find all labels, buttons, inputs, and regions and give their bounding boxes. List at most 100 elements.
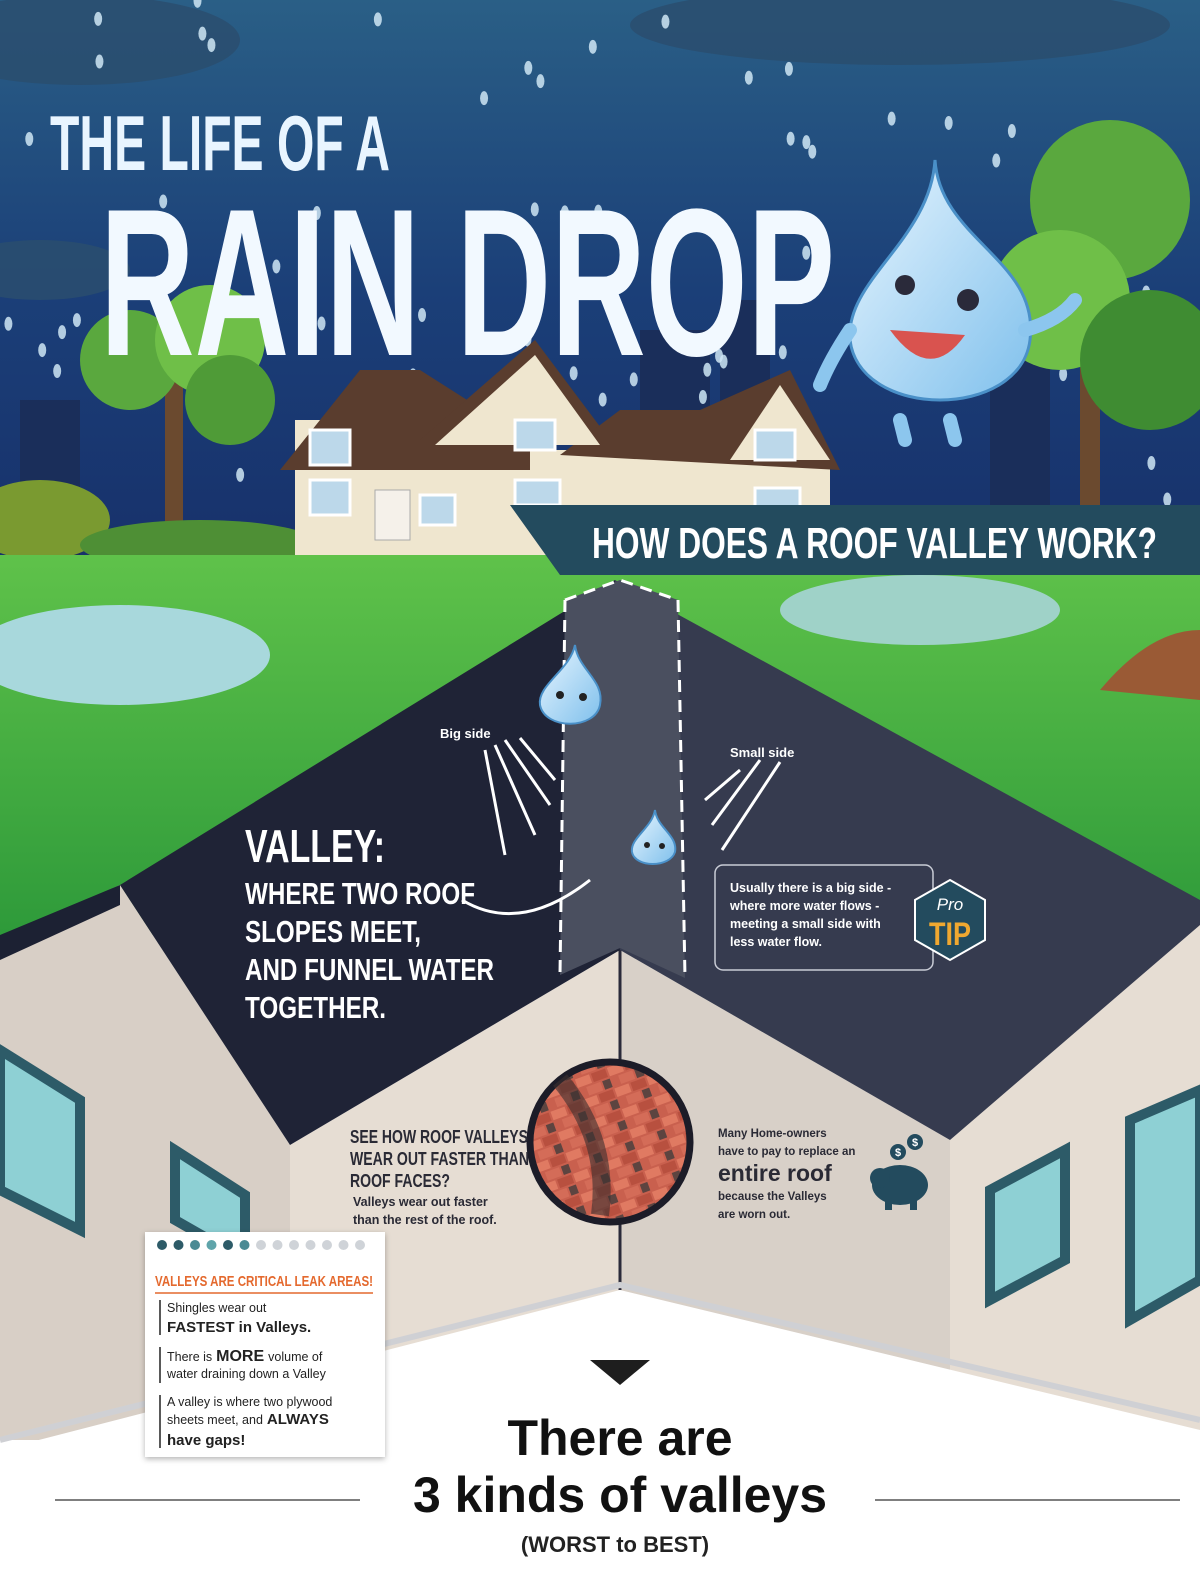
- bench: [1100, 630, 1200, 700]
- big-side-label: Big side: [440, 726, 491, 741]
- text-line: Usually there is a big side -: [730, 881, 891, 895]
- raindrop: [560, 205, 569, 220]
- raindrop: [134, 212, 143, 227]
- footer-line: There are: [507, 1410, 732, 1466]
- raindrop: [53, 364, 62, 379]
- raindrop: [652, 290, 661, 305]
- text-line: than the rest of the roof.: [353, 1213, 497, 1227]
- card-text: water draining down a Valley: [166, 1367, 327, 1381]
- text-line: SLOPES MEET,: [245, 914, 421, 949]
- card-text: have gaps!: [167, 1432, 245, 1449]
- dot: [272, 1240, 283, 1250]
- raindrop: [312, 206, 321, 221]
- badge-bottom: TIP: [929, 916, 971, 952]
- text-line: WEAR OUT FASTER THAN: [350, 1149, 529, 1169]
- piggy-icon: [870, 1134, 928, 1210]
- drop-mascot: [813, 159, 1082, 447]
- replace-note: Many Home-owners have to pay to replace a…: [718, 1128, 855, 1221]
- raindrop: [523, 332, 532, 347]
- leak-card: VALLEYS ARE CRITICAL LEAK AREAS! Shingle…: [145, 1232, 385, 1457]
- raindrop: [95, 54, 104, 69]
- raindrop: [207, 38, 216, 53]
- valley-heading: VALLEY:: [245, 820, 385, 872]
- dot: [338, 1240, 349, 1250]
- raindrop: [784, 61, 793, 76]
- card-text: sheets meet, and ALWAYS: [167, 1411, 329, 1428]
- raindrop: [159, 194, 168, 209]
- raindrop: [272, 259, 281, 274]
- raindrop: [219, 266, 228, 281]
- text-line: SEE HOW ROOF VALLEYS: [350, 1127, 528, 1147]
- roof-eave: [0, 885, 120, 960]
- dot: [256, 1240, 266, 1250]
- card-text: volume of: [268, 1350, 323, 1364]
- raindrop: [992, 153, 1001, 168]
- text-line: TOGETHER.: [245, 990, 386, 1025]
- emphasis: entire roof: [718, 1160, 832, 1186]
- raindrop: [198, 26, 207, 41]
- card-text: FASTEST in Valleys.: [167, 1319, 311, 1336]
- raindrop: [598, 392, 607, 407]
- dot: [223, 1240, 233, 1250]
- roof-small-side: [615, 580, 1200, 1140]
- raindrop: [588, 39, 597, 54]
- title-line: THE LIFE OF A: [50, 99, 390, 187]
- badge-top: Pro: [937, 895, 963, 914]
- dot: [206, 1240, 217, 1250]
- raindrop: [193, 0, 202, 8]
- valley-strip: [560, 580, 685, 978]
- dot: [289, 1240, 299, 1250]
- card-text: Shingles wear out: [167, 1301, 267, 1315]
- raindrop: [480, 91, 489, 106]
- pond: [780, 575, 1060, 645]
- windows: [0, 1044, 1200, 1329]
- text-line: Many Home-owners: [718, 1128, 827, 1140]
- text-line: are worn out.: [718, 1209, 790, 1221]
- small-side-label: Small side: [730, 745, 794, 760]
- clouds: [0, 0, 1170, 300]
- dot: [305, 1240, 316, 1250]
- card-text: There is MORE volume of: [167, 1348, 323, 1365]
- text-line: Valleys wear out faster: [353, 1195, 488, 1209]
- dot: [157, 1240, 167, 1250]
- raindrop: [944, 115, 953, 130]
- pond: [0, 605, 270, 705]
- raindrop: [418, 308, 427, 323]
- raindrop: [715, 348, 724, 363]
- raindrop: [72, 313, 81, 328]
- raindrop: [524, 60, 533, 75]
- card-text: sheets meet, and: [167, 1413, 263, 1427]
- card-title: VALLEYS ARE CRITICAL LEAK AREAS!: [155, 1273, 373, 1290]
- text-line: because the Valleys: [718, 1191, 827, 1203]
- card-text: A valley is where two plywood: [167, 1395, 332, 1409]
- flow-arrows: [461, 737, 782, 916]
- raindrop: [802, 245, 811, 260]
- dot: [355, 1240, 365, 1250]
- raindrop: [4, 316, 13, 331]
- raindrop: [569, 366, 578, 381]
- raindrop: [530, 202, 539, 217]
- raindrop: [317, 316, 326, 331]
- raindrop: [536, 74, 545, 89]
- raindrop: [661, 14, 670, 29]
- raindrop: [808, 144, 817, 159]
- raindrop: [384, 314, 393, 329]
- text-line: have to pay to replace an: [718, 1146, 855, 1158]
- dot: [173, 1240, 184, 1250]
- wear-detail: Valleys wear out faster than the rest of …: [353, 1195, 497, 1227]
- text-line: meeting a small side with: [730, 917, 881, 931]
- banner: [510, 505, 1200, 575]
- raindrop: [236, 467, 245, 482]
- footer-heading: 3 kinds of valleys: [413, 1467, 827, 1523]
- raindrop: [786, 131, 795, 146]
- card-text: There is: [167, 1350, 212, 1364]
- raindrop: [373, 12, 382, 27]
- tip-badge: [914, 878, 986, 962]
- text-line: less water flow.: [730, 935, 822, 949]
- pointer: [590, 1360, 650, 1385]
- dot: [239, 1240, 250, 1250]
- raindrop: [1059, 367, 1068, 382]
